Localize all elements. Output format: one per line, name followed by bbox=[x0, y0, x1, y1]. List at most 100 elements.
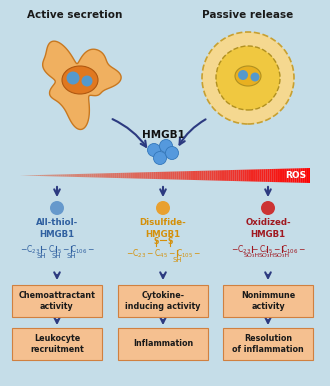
Polygon shape bbox=[136, 173, 138, 179]
Polygon shape bbox=[273, 169, 275, 182]
Polygon shape bbox=[47, 175, 49, 176]
Text: $-\mathrm{C}_{23}-\mathrm{C}_{45}-\mathrm{C}_{106}-$: $-\mathrm{C}_{23}-\mathrm{C}_{45}-\mathr… bbox=[19, 244, 94, 257]
Text: All-thiol-
HMGB1: All-thiol- HMGB1 bbox=[36, 218, 78, 239]
Polygon shape bbox=[53, 174, 55, 176]
Polygon shape bbox=[248, 169, 250, 181]
Polygon shape bbox=[256, 169, 258, 182]
Polygon shape bbox=[281, 169, 283, 182]
Circle shape bbox=[166, 147, 179, 159]
Text: SH: SH bbox=[51, 253, 61, 259]
Polygon shape bbox=[177, 171, 179, 179]
Polygon shape bbox=[84, 174, 86, 177]
Polygon shape bbox=[200, 171, 202, 180]
Polygon shape bbox=[126, 173, 128, 178]
Polygon shape bbox=[101, 173, 103, 178]
Polygon shape bbox=[115, 173, 117, 178]
Polygon shape bbox=[285, 169, 287, 183]
Polygon shape bbox=[271, 169, 273, 182]
Text: SO₃H: SO₃H bbox=[244, 253, 260, 258]
Polygon shape bbox=[196, 171, 198, 180]
Circle shape bbox=[67, 71, 80, 85]
Polygon shape bbox=[43, 41, 121, 129]
Polygon shape bbox=[76, 174, 78, 177]
Polygon shape bbox=[204, 171, 206, 180]
Text: SO₃H: SO₃H bbox=[259, 253, 275, 258]
Polygon shape bbox=[43, 175, 45, 176]
Polygon shape bbox=[225, 170, 227, 181]
Polygon shape bbox=[148, 172, 149, 179]
Polygon shape bbox=[41, 175, 43, 176]
Text: SH: SH bbox=[172, 257, 182, 263]
Polygon shape bbox=[90, 174, 91, 177]
Polygon shape bbox=[91, 174, 93, 178]
Polygon shape bbox=[198, 171, 200, 180]
Circle shape bbox=[250, 73, 259, 81]
Polygon shape bbox=[118, 173, 120, 178]
Polygon shape bbox=[210, 171, 212, 180]
Circle shape bbox=[50, 201, 64, 215]
Polygon shape bbox=[287, 169, 289, 183]
FancyBboxPatch shape bbox=[118, 285, 208, 317]
Polygon shape bbox=[37, 175, 39, 176]
Polygon shape bbox=[167, 172, 169, 179]
Polygon shape bbox=[298, 168, 300, 183]
Polygon shape bbox=[262, 169, 264, 182]
Text: Inflammation: Inflammation bbox=[133, 340, 193, 349]
Polygon shape bbox=[269, 169, 271, 182]
Polygon shape bbox=[300, 168, 302, 183]
Text: Disulfide-
HMGB1: Disulfide- HMGB1 bbox=[140, 218, 186, 239]
Polygon shape bbox=[72, 174, 74, 177]
Polygon shape bbox=[66, 174, 68, 177]
Polygon shape bbox=[107, 173, 109, 178]
Polygon shape bbox=[82, 174, 84, 177]
Text: HMGB1: HMGB1 bbox=[142, 130, 184, 140]
Polygon shape bbox=[122, 173, 124, 178]
Circle shape bbox=[202, 32, 294, 124]
Polygon shape bbox=[124, 173, 126, 178]
FancyBboxPatch shape bbox=[12, 328, 102, 360]
Polygon shape bbox=[242, 170, 244, 181]
Polygon shape bbox=[266, 169, 268, 182]
Text: $-\mathrm{C}_{23}-\mathrm{C}_{45}-\mathrm{C}_{106}-$: $-\mathrm{C}_{23}-\mathrm{C}_{45}-\mathr… bbox=[231, 244, 306, 257]
Polygon shape bbox=[149, 172, 151, 179]
Polygon shape bbox=[128, 173, 130, 178]
Polygon shape bbox=[175, 171, 177, 179]
Polygon shape bbox=[215, 170, 217, 181]
Polygon shape bbox=[268, 169, 269, 182]
Polygon shape bbox=[188, 171, 190, 180]
Polygon shape bbox=[86, 174, 88, 177]
Polygon shape bbox=[295, 168, 296, 183]
Polygon shape bbox=[304, 168, 306, 183]
Polygon shape bbox=[221, 170, 223, 181]
Polygon shape bbox=[28, 175, 30, 176]
Polygon shape bbox=[227, 170, 229, 181]
Polygon shape bbox=[95, 173, 97, 178]
Circle shape bbox=[153, 151, 167, 164]
Circle shape bbox=[261, 201, 275, 215]
Polygon shape bbox=[55, 174, 57, 176]
Polygon shape bbox=[111, 173, 113, 178]
Polygon shape bbox=[264, 169, 266, 182]
Polygon shape bbox=[146, 172, 148, 179]
Circle shape bbox=[148, 144, 160, 156]
Polygon shape bbox=[235, 170, 237, 181]
Polygon shape bbox=[157, 172, 159, 179]
Text: Oxidized-
HMGB1: Oxidized- HMGB1 bbox=[245, 218, 291, 239]
Polygon shape bbox=[97, 173, 99, 178]
Polygon shape bbox=[171, 171, 173, 179]
Polygon shape bbox=[74, 174, 76, 177]
Polygon shape bbox=[186, 171, 188, 180]
Polygon shape bbox=[219, 170, 221, 181]
Polygon shape bbox=[308, 168, 310, 183]
Polygon shape bbox=[223, 170, 225, 181]
Polygon shape bbox=[190, 171, 192, 180]
Polygon shape bbox=[252, 169, 254, 181]
Polygon shape bbox=[159, 172, 161, 179]
Polygon shape bbox=[208, 171, 210, 180]
Polygon shape bbox=[231, 170, 233, 181]
Text: $-\mathrm{C}_{23}-\mathrm{C}_{45}-\mathrm{C}_{105}-$: $-\mathrm{C}_{23}-\mathrm{C}_{45}-\mathr… bbox=[125, 248, 201, 261]
Polygon shape bbox=[93, 174, 95, 178]
Polygon shape bbox=[293, 168, 295, 183]
Polygon shape bbox=[277, 169, 279, 182]
Polygon shape bbox=[182, 171, 184, 180]
